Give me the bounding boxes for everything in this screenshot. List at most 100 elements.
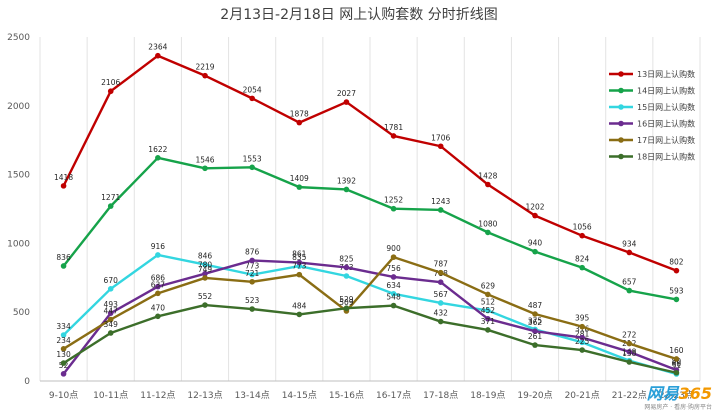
data-label: 512 bbox=[481, 298, 496, 307]
data-label: 876 bbox=[245, 247, 260, 256]
x-tick-label: 19-20点 bbox=[517, 390, 552, 401]
legend-item: 18日网上认购数 bbox=[609, 152, 695, 162]
data-label: 940 bbox=[528, 239, 543, 248]
data-label: 637 bbox=[151, 280, 166, 289]
legend-swatch-marker bbox=[618, 120, 624, 127]
grid-lines bbox=[39, 37, 701, 382]
x-tick-label: 17-18点 bbox=[423, 390, 458, 401]
data-point bbox=[437, 279, 444, 286]
data-label: 395 bbox=[575, 314, 590, 323]
data-point bbox=[579, 347, 585, 353]
data-point bbox=[626, 349, 633, 355]
data-point bbox=[296, 259, 303, 266]
x-tick-label: 13-14点 bbox=[235, 390, 270, 401]
series-16日网上认购数: 5249368678087686182575671845236231621280 bbox=[59, 247, 681, 377]
data-point bbox=[532, 212, 538, 219]
data-label: 548 bbox=[386, 293, 401, 302]
x-tick-label: 16-17点 bbox=[376, 390, 411, 401]
data-label: 160 bbox=[669, 346, 684, 355]
data-label: 375 bbox=[528, 316, 543, 325]
data-label: 593 bbox=[669, 286, 684, 295]
legend-swatch-marker bbox=[618, 87, 624, 94]
data-point bbox=[579, 334, 585, 341]
data-point bbox=[343, 264, 350, 271]
data-label: 234 bbox=[56, 336, 71, 345]
data-point bbox=[107, 286, 114, 292]
data-label: 509 bbox=[339, 298, 354, 307]
data-label: 825 bbox=[339, 254, 354, 263]
data-label: 493 bbox=[104, 300, 119, 309]
data-label: 900 bbox=[386, 244, 401, 253]
data-label: 721 bbox=[245, 269, 260, 278]
data-point bbox=[202, 72, 208, 79]
data-point bbox=[343, 305, 350, 312]
data-point bbox=[202, 302, 208, 308]
data-point bbox=[579, 232, 585, 239]
data-label: 1056 bbox=[573, 223, 592, 232]
data-point bbox=[107, 330, 114, 336]
data-point bbox=[107, 316, 114, 323]
data-label: 281 bbox=[575, 329, 590, 338]
data-label: 756 bbox=[386, 264, 401, 273]
data-label: 1392 bbox=[337, 176, 356, 185]
data-point bbox=[60, 346, 67, 352]
data-point bbox=[390, 274, 397, 280]
data-point bbox=[437, 269, 444, 276]
data-label: 1781 bbox=[384, 123, 403, 132]
legend-item: 13日网上认购数 bbox=[609, 69, 695, 79]
data-point bbox=[296, 184, 303, 190]
legend-item: 16日网上认购数 bbox=[609, 119, 695, 129]
data-point bbox=[202, 165, 208, 172]
data-label: 1706 bbox=[431, 133, 450, 142]
data-point bbox=[673, 296, 680, 303]
data-label: 802 bbox=[669, 258, 684, 267]
data-label: 272 bbox=[622, 331, 637, 340]
legend-label: 13日网上认购数 bbox=[637, 69, 695, 79]
data-label: 780 bbox=[198, 261, 213, 270]
legend-swatch-marker bbox=[618, 153, 624, 160]
legend: 13日网上认购数 14日网上认购数 15日网上认购数 16日网上认购数 17日网上认购数… bbox=[609, 69, 695, 162]
data-label: 529 bbox=[339, 295, 354, 304]
y-tick-label: 500 bbox=[13, 308, 30, 318]
data-point bbox=[532, 342, 538, 348]
chart-title: 2月13日-2月18日 网上认购套数 分时折线图 bbox=[220, 7, 497, 23]
x-tick-label: 22-23点 bbox=[659, 390, 694, 401]
data-label: 773 bbox=[292, 262, 307, 271]
data-point bbox=[532, 248, 538, 255]
x-tick-label: 9-10点 bbox=[49, 390, 78, 401]
data-point bbox=[249, 164, 255, 171]
data-label: 2027 bbox=[337, 89, 356, 98]
data-label: 1252 bbox=[384, 196, 403, 205]
legend-swatch-marker bbox=[618, 104, 624, 110]
data-point bbox=[437, 143, 444, 150]
legend-label: 14日网上认购数 bbox=[637, 86, 695, 96]
data-point bbox=[155, 52, 161, 59]
data-point bbox=[485, 316, 491, 322]
y-tick-label: 2000 bbox=[7, 102, 30, 112]
data-label: 1546 bbox=[195, 155, 214, 164]
data-label: 835 bbox=[292, 253, 307, 262]
data-point bbox=[155, 290, 161, 297]
legend-label: 15日网上认购数 bbox=[637, 102, 695, 112]
data-label: 629 bbox=[481, 281, 496, 290]
data-label: 846 bbox=[198, 252, 213, 261]
data-label: 1428 bbox=[478, 172, 497, 181]
data-point bbox=[296, 311, 303, 318]
data-point bbox=[579, 323, 585, 330]
data-point bbox=[249, 306, 255, 312]
x-tick-label: 12-13点 bbox=[187, 390, 222, 401]
data-label: 773 bbox=[245, 262, 260, 271]
data-point bbox=[107, 203, 114, 209]
data-point bbox=[485, 229, 491, 236]
data-label: 371 bbox=[481, 317, 496, 326]
data-label: 787 bbox=[434, 260, 449, 269]
data-point bbox=[60, 360, 67, 366]
data-point bbox=[107, 88, 114, 95]
data-label: 824 bbox=[575, 255, 590, 264]
data-label: 1878 bbox=[290, 110, 309, 119]
data-point bbox=[485, 291, 491, 298]
data-label: 470 bbox=[151, 303, 166, 312]
series-line bbox=[62, 255, 677, 361]
data-point bbox=[579, 264, 585, 271]
